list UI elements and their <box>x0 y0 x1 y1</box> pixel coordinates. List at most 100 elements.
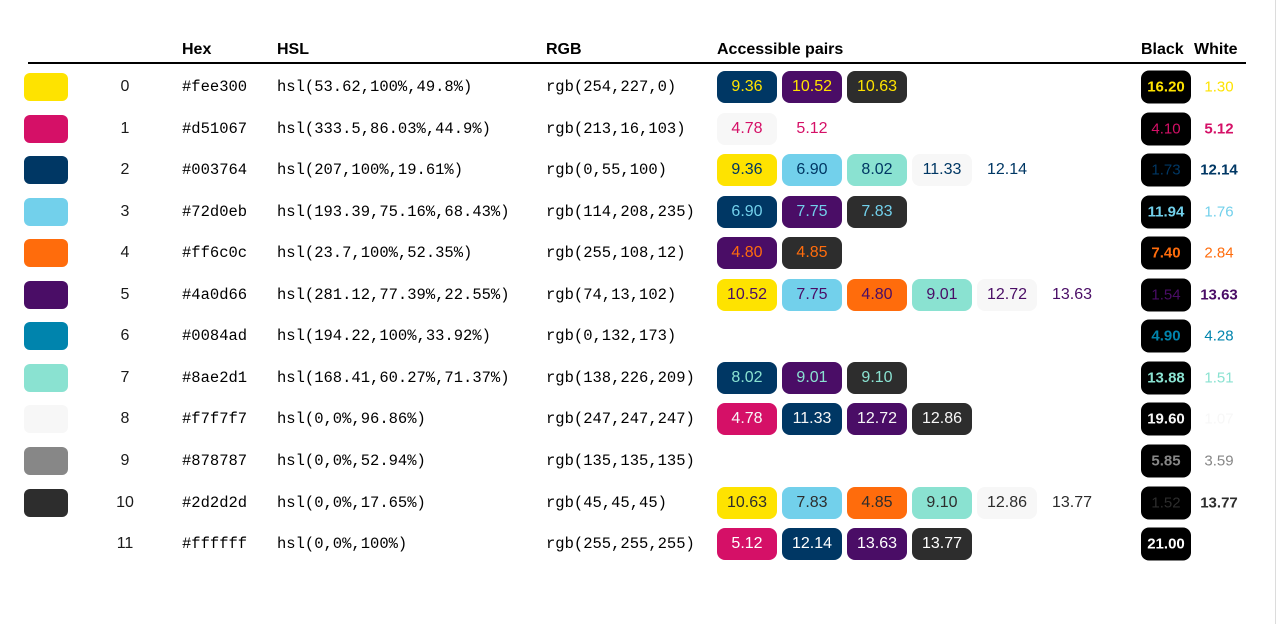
black-contrast-chip: 11.94 <box>1141 195 1191 229</box>
palette-row: 1 #d51067 hsl(333.5,86.03%,44.9%) rgb(213,1… <box>0 108 1280 150</box>
pair-chip-list: 8.02 9.01 9.10 <box>717 361 907 394</box>
palette-row: 7 #8ae2d1 hsl(168.41,60.27%,71.37%) rgb(138… <box>0 357 1280 399</box>
pair-contrast-chip: 10.52 <box>717 278 777 311</box>
pair-chip-list: 4.80 4.85 <box>717 237 842 270</box>
rgb-value: rgb(135,135,135) <box>546 451 695 470</box>
black-contrast-chip: 7.40 <box>1141 236 1191 270</box>
palette-row: 5 #4a0d66 hsl(281.12,77.39%,22.55%) rgb(74,… <box>0 274 1280 316</box>
color-swatch <box>24 530 68 559</box>
rgb-value: rgb(0,55,100) <box>546 161 667 180</box>
white-contrast-value: 1.51 <box>1204 369 1234 387</box>
color-index: 9 <box>120 451 130 469</box>
palette-row: 4 #ff6c0c hsl(23.7,100%,52.35%) rgb(255,108… <box>0 232 1280 274</box>
hex-value: #0084ad <box>182 327 248 346</box>
pair-contrast-chip: 9.36 <box>717 71 777 103</box>
hex-value: #4a0d66 <box>182 285 248 304</box>
white-contrast-value: 13.63 <box>1200 286 1238 304</box>
pair-contrast-chip: 10.63 <box>717 486 777 519</box>
rgb-value: rgb(213,16,103) <box>546 119 686 138</box>
color-swatch <box>24 363 68 392</box>
color-index: 3 <box>120 202 130 220</box>
rgb-value: rgb(74,13,102) <box>546 285 677 304</box>
white-contrast-value: 12.14 <box>1200 161 1238 179</box>
pair-contrast-chip: 12.86 <box>912 403 972 436</box>
pair-contrast-chip: 11.33 <box>912 154 972 187</box>
black-contrast-chip: 1.54 <box>1141 278 1191 312</box>
color-swatch <box>24 280 68 309</box>
column-header-black: Black <box>1141 41 1184 58</box>
column-header-white: White <box>1194 41 1238 58</box>
rgb-value: rgb(138,226,209) <box>546 368 695 387</box>
rgb-value: rgb(254,227,0) <box>546 78 677 96</box>
pair-contrast-chip: 9.10 <box>912 486 972 519</box>
hsl-value: hsl(0,0%,100%) <box>277 535 408 554</box>
pair-contrast-chip: 12.14 <box>977 154 1037 187</box>
palette-row: 2 #003764 hsl(207,100%,19.61%) rgb(0,55,100… <box>0 149 1280 191</box>
rgb-value: rgb(255,108,12) <box>546 244 686 263</box>
pair-contrast-chip: 8.02 <box>847 154 907 187</box>
pair-contrast-chip: 10.52 <box>782 71 842 103</box>
pair-contrast-chip: 4.80 <box>847 278 907 311</box>
white-contrast-value: 1.07 <box>1204 410 1234 428</box>
hex-value: #8ae2d1 <box>182 368 248 387</box>
column-header-hsl: HSL <box>277 41 309 58</box>
white-contrast-value: 1.30 <box>1204 78 1234 96</box>
black-contrast-chip: 4.10 <box>1141 112 1191 146</box>
hsl-value: hsl(207,100%,19.61%) <box>277 161 464 180</box>
pair-contrast-chip: 5.12 <box>717 528 777 561</box>
color-index: 4 <box>120 244 130 262</box>
pair-contrast-chip: 9.01 <box>782 361 842 394</box>
hex-value: #2d2d2d <box>182 493 248 512</box>
pair-chip-list: 4.78 5.12 <box>717 112 842 145</box>
hex-value: #ff6c0c <box>182 244 248 263</box>
pair-contrast-chip: 13.77 <box>912 528 972 561</box>
hsl-value: hsl(0,0%,52.94%) <box>277 451 426 470</box>
pair-chip-list: 5.12 12.14 13.63 13.77 <box>717 528 972 561</box>
pair-contrast-chip: 9.10 <box>847 361 907 394</box>
pair-contrast-chip: 4.78 <box>717 112 777 145</box>
palette-row: 6 #0084ad hsl(194.22,100%,33.92%) rgb(0,132… <box>0 315 1280 357</box>
hsl-value: hsl(281.12,77.39%,22.55%) <box>277 285 510 304</box>
pair-chip-list: 6.90 7.75 7.83 <box>717 195 907 228</box>
color-swatch <box>24 488 68 517</box>
hsl-value: hsl(193.39,75.16%,68.43%) <box>277 202 510 221</box>
rgb-value: rgb(255,255,255) <box>546 535 695 554</box>
color-swatch <box>24 446 68 475</box>
pair-contrast-chip: 12.14 <box>782 528 842 561</box>
column-header-rgb: RGB <box>546 41 582 58</box>
white-contrast-value: 5.12 <box>1204 120 1234 138</box>
pair-chip-list: 10.52 7.75 4.80 9.01 12.72 13.63 <box>717 278 1102 311</box>
header-divider <box>28 62 1246 64</box>
hsl-value: hsl(333.5,86.03%,44.9%) <box>277 119 491 138</box>
color-swatch <box>24 73 68 101</box>
pair-contrast-chip: 4.80 <box>717 237 777 270</box>
pair-contrast-chip: 8.02 <box>717 361 777 394</box>
hex-value: #878787 <box>182 451 248 470</box>
palette-row: 10 #2d2d2d hsl(0,0%,17.65%) rgb(45,45,45) 10… <box>0 482 1280 524</box>
rgb-value: rgb(247,247,247) <box>546 410 695 429</box>
hex-value: #d51067 <box>182 119 248 138</box>
hex-value: #f7f7f7 <box>182 410 248 429</box>
white-contrast-value: 2.84 <box>1204 244 1234 262</box>
black-contrast-chip: 13.88 <box>1141 361 1191 395</box>
color-index: 11 <box>116 535 134 553</box>
white-contrast-value: 1.76 <box>1204 203 1234 221</box>
color-index: 5 <box>120 285 130 303</box>
black-contrast-chip: 1.73 <box>1141 153 1191 187</box>
black-contrast-chip: 5.85 <box>1141 444 1191 478</box>
pair-chip-list: 10.63 7.83 4.85 9.10 12.86 13.77 <box>717 486 1102 519</box>
color-swatch <box>24 405 68 434</box>
pair-chip-list: 4.78 11.33 12.72 12.86 <box>717 403 972 436</box>
palette-row: 11 #ffffff hsl(0,0%,100%) rgb(255,255,255) 5… <box>0 523 1280 565</box>
pair-contrast-chip: 7.83 <box>782 486 842 519</box>
color-swatch <box>24 156 68 185</box>
hsl-value: hsl(168.41,60.27%,71.37%) <box>277 368 510 387</box>
white-contrast-value: 13.77 <box>1200 494 1238 511</box>
hex-value: #72d0eb <box>182 202 248 221</box>
color-index: 2 <box>120 161 130 179</box>
pair-contrast-chip: 7.83 <box>847 195 907 228</box>
hsl-value: hsl(53.62,100%,49.8%) <box>277 78 473 96</box>
pair-contrast-chip: 12.72 <box>977 278 1037 311</box>
color-swatch <box>24 114 68 143</box>
hsl-value: hsl(194.22,100%,33.92%) <box>277 327 491 346</box>
